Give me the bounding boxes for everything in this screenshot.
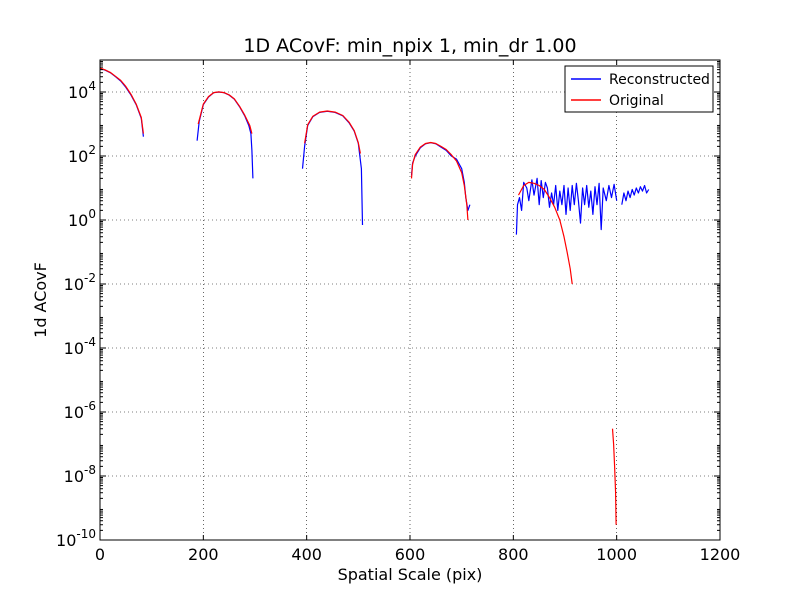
series-original-line xyxy=(611,428,617,525)
x-tick-label: 400 xyxy=(291,545,322,564)
y-tick-label: 10-10 xyxy=(56,527,96,550)
series-original-line xyxy=(100,67,144,134)
x-tick-label: 1000 xyxy=(596,545,637,564)
series-group xyxy=(100,67,650,525)
series-reconstructed-line xyxy=(100,67,144,137)
x-tick-label: 0 xyxy=(95,545,105,564)
axis-ticks: 0 200 400 600 800 1000 1200 104 102 100 10-2 10-4 10… xyxy=(56,60,740,564)
series-original-line xyxy=(410,141,469,221)
y-tick-label: 104 xyxy=(68,79,96,102)
x-tick-label: 200 xyxy=(188,545,219,564)
y-tick-label: 10-4 xyxy=(64,335,96,358)
y-tick-label: 102 xyxy=(68,143,96,166)
y-tick-label: 100 xyxy=(68,207,96,230)
legend: Reconstructed Original xyxy=(564,65,714,113)
series-reconstructed-line xyxy=(196,91,254,179)
series-original-line xyxy=(304,110,361,154)
legend-label-reconstructed: Reconstructed xyxy=(609,72,710,88)
series-reconstructed-line xyxy=(410,142,471,211)
x-tick-label: 800 xyxy=(498,545,529,564)
y-tick-label: 10-2 xyxy=(64,271,96,294)
y-axis-label: 1d ACovF xyxy=(31,262,50,338)
plot-area xyxy=(100,67,650,525)
legend-label-original: Original xyxy=(609,93,664,109)
series-reconstructed-line xyxy=(515,177,618,235)
series-reconstructed-line xyxy=(621,184,650,205)
series-original-line xyxy=(197,91,253,134)
grid-lines xyxy=(100,60,720,540)
x-axis-label: Spatial Scale (pix) xyxy=(338,565,483,584)
chart-title: 1D ACovF: min_npix 1, min_dr 1.00 xyxy=(243,35,576,57)
y-tick-label: 10-6 xyxy=(64,399,96,422)
x-tick-label: 600 xyxy=(395,545,426,564)
series-original-line xyxy=(517,181,573,285)
y-tick-label: 10-8 xyxy=(64,463,96,486)
x-tick-label: 1200 xyxy=(700,545,741,564)
legend-box xyxy=(564,65,714,113)
